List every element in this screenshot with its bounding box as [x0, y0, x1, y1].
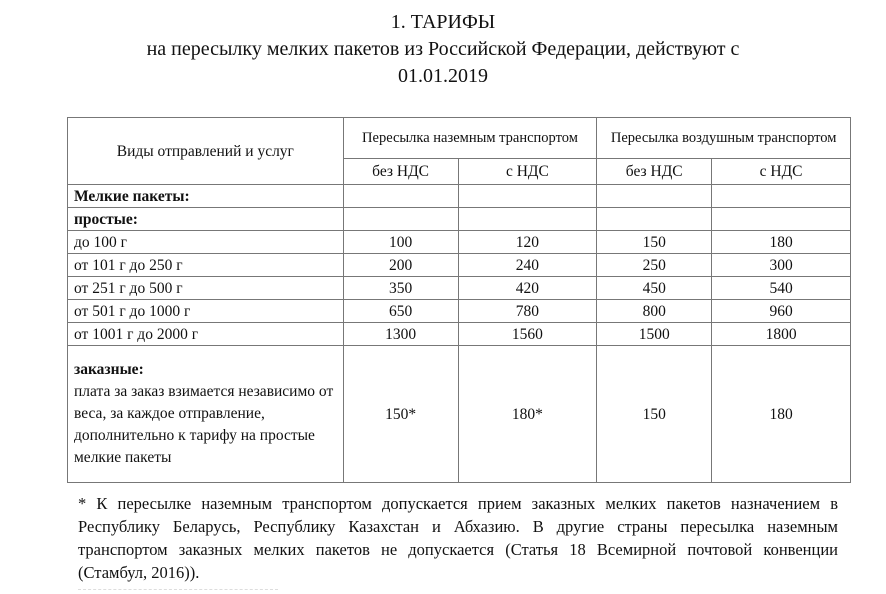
- cell: 100: [342, 230, 459, 254]
- doc-title: 1. ТАРИФЫ: [390, 11, 496, 33]
- header-services: Виды отправлений и услуг: [67, 117, 344, 185]
- cell: 150: [596, 345, 713, 483]
- cell: 350: [342, 276, 459, 300]
- cell: 1800: [711, 322, 851, 346]
- divider: [78, 589, 278, 590]
- subheader: с НДС: [457, 158, 598, 185]
- subheader: с НДС: [711, 158, 851, 185]
- cell: 450: [596, 276, 713, 300]
- row-label: от 251 г до 500 г: [67, 276, 344, 300]
- cell: 1560: [457, 322, 598, 346]
- subheader: без НДС: [342, 158, 459, 185]
- cell: 240: [457, 253, 598, 277]
- table-row: от 501 г до 1000 г 650 780 800 960: [67, 299, 851, 323]
- row-label: до 100 г: [67, 230, 344, 254]
- cell: 300: [711, 253, 851, 277]
- section-heading: Мелкие пакеты:: [74, 187, 190, 205]
- cell: 150: [596, 230, 713, 254]
- table-row: до 100 г 100 120 150 180: [67, 230, 851, 254]
- doc-subtitle: на пересылку мелких пакетов из Российско…: [146, 38, 740, 60]
- cell: 250: [596, 253, 713, 277]
- simple-heading: простые:: [74, 210, 138, 228]
- cell: 960: [711, 299, 851, 323]
- cell: 780: [457, 299, 598, 323]
- cell: 1300: [342, 322, 459, 346]
- cell: 200: [342, 253, 459, 277]
- header-ground: Пересылка наземным транспортом: [342, 117, 598, 159]
- cell: 120: [457, 230, 598, 254]
- footnote: * К пересылке наземным транспортом допус…: [78, 494, 838, 582]
- subheader: без НДС: [596, 158, 713, 185]
- row-label: от 1001 г до 2000 г: [67, 322, 344, 346]
- cell: 650: [342, 299, 459, 323]
- cell: 1500: [596, 322, 713, 346]
- cell: 180*: [457, 345, 598, 483]
- cell: 420: [457, 276, 598, 300]
- cell: 180: [711, 345, 851, 483]
- row-label: от 501 г до 1000 г: [67, 299, 344, 323]
- registered-heading: заказные:: [74, 361, 144, 378]
- cell: 180: [711, 230, 851, 254]
- header-air: Пересылка воздушным транспортом: [596, 117, 851, 159]
- registered-description: плата за заказ взимается независимо от в…: [74, 383, 334, 466]
- table-row: от 251 г до 500 г 350 420 450 540: [67, 276, 851, 300]
- tariff-table: Виды отправлений и услуг Пересылка назем…: [67, 117, 851, 483]
- table-row: от 101 г до 250 г 200 240 250 300: [67, 253, 851, 277]
- cell: 540: [711, 276, 851, 300]
- doc-date: 01.01.2019: [398, 65, 488, 87]
- row-label: от 101 г до 250 г: [67, 253, 344, 277]
- table-row: от 1001 г до 2000 г 1300 1560 1500 1800: [67, 322, 851, 346]
- cell: 800: [596, 299, 713, 323]
- cell: 150*: [342, 345, 459, 483]
- table-row-registered: заказные: плата за заказ взимается незав…: [67, 345, 851, 483]
